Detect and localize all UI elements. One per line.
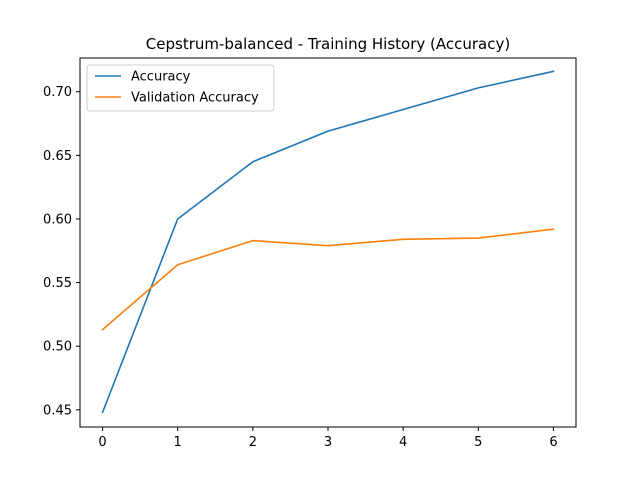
y-tick-label: 0.50 (43, 340, 72, 355)
y-tick-label: 0.65 (43, 149, 72, 164)
series-layer (101, 70, 555, 414)
series-line-2 (101, 228, 555, 331)
y-tick-label: 0.60 (43, 212, 72, 227)
legend-label: Validation Accuracy (131, 91, 259, 106)
legend-box (86, 64, 275, 112)
y-tick-label: 0.70 (43, 85, 72, 100)
y-axis: 0.45 0.50 0.55 0.60 0.65 0.70 (43, 85, 80, 418)
x-tick-label: 0 (98, 435, 106, 450)
legend-label: Accuracy (131, 70, 191, 85)
plot-frame (79, 57, 577, 428)
series-line-1 (101, 70, 555, 414)
y-tick-label: 0.55 (43, 276, 72, 291)
x-tick-label: 5 (474, 435, 482, 450)
legend: Accuracy Validation Accuracy (86, 64, 275, 112)
x-tick-label: 6 (549, 435, 557, 450)
chart-title: Cepstrum-balanced - Training History (Ac… (146, 35, 510, 53)
x-tick-label: 1 (174, 435, 182, 450)
x-tick-label: 3 (324, 435, 332, 450)
x-tick-label: 4 (399, 435, 407, 450)
x-tick-label: 2 (249, 435, 257, 450)
x-axis: 0 1 2 3 4 5 6 (98, 427, 558, 450)
y-tick-label: 0.45 (43, 403, 72, 418)
